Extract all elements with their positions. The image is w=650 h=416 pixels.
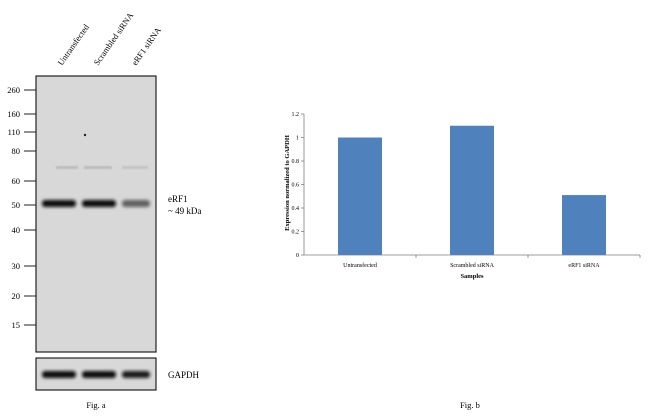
fig-a-caption: Fig. a [86, 400, 106, 410]
bar [562, 195, 606, 255]
molecular-weight-markers: 260 160 110 80 60 50 40 30 20 15 [7, 85, 36, 330]
marker-label: 30 [12, 261, 21, 271]
y-tick-label: 0 [296, 253, 299, 259]
faint-band [56, 166, 78, 169]
bar-chart: Expression normalized to GAPDH 0 0.2 0.4 0.… [284, 112, 641, 410]
x-tick-label: Untransfected [343, 262, 377, 269]
lane-label-untransfected: Untransfected [55, 22, 91, 67]
lane-label-scrambled-sirna: Scrambled siRNA [91, 10, 135, 67]
marker-label: 160 [7, 109, 20, 119]
erf1-band [42, 200, 76, 207]
gapdh-band [82, 371, 116, 378]
erf1-band-row [42, 200, 150, 207]
gapdh-label: GAPDH [168, 370, 200, 380]
bar [338, 137, 382, 255]
blot-speck [83, 133, 87, 137]
y-tick-label: 0.2 [292, 230, 300, 236]
marker-label: 110 [8, 127, 20, 137]
marker-label: 60 [12, 176, 21, 186]
y-tick-label: 1 [296, 136, 299, 142]
bar [450, 125, 494, 255]
western-blot: Untransfected Scrambled siRNA eRF1 siRNA… [7, 10, 201, 410]
erf1-band [122, 200, 150, 207]
y-tick-label: 0.8 [292, 159, 300, 165]
marker-label: 20 [12, 291, 21, 301]
y-tick-label: 0.4 [292, 206, 300, 212]
gapdh-band [42, 371, 76, 378]
fig-b-caption: Fig. b [460, 400, 480, 410]
x-tick-label: eRF1 siRNA [568, 263, 600, 269]
x-tick-label: Scrambled siRNA [450, 263, 494, 269]
bars [338, 125, 606, 255]
y-tick-label: 0.6 [292, 183, 300, 189]
gapdh-band-row [42, 371, 150, 378]
blot-membrane [35, 75, 157, 353]
faint-band [122, 166, 148, 169]
x-axis-label: Samples [460, 273, 484, 280]
marker-label: 50 [12, 200, 21, 210]
y-ticks: 0 0.2 0.4 0.6 0.8 1 1.2 [292, 112, 304, 259]
marker-label: 15 [12, 320, 21, 330]
lane-label-erf1-sirna: eRF1 siRNA [129, 25, 163, 68]
x-tick-labels: Untransfected Scrambled siRNA eRF1 siRNA [343, 255, 641, 269]
gapdh-band [122, 371, 150, 378]
faint-band [84, 166, 112, 169]
marker-label: 260 [7, 85, 20, 95]
erf1-band [82, 200, 116, 207]
y-axis-label: Expression normalized to GAPDH [284, 135, 291, 231]
band-label: eRF1 [168, 194, 188, 204]
y-tick-label: 1.2 [292, 112, 300, 118]
marker-label: 40 [12, 225, 21, 235]
marker-label: 80 [12, 146, 21, 156]
band-size-label: ~ 49 kDa [168, 206, 201, 216]
